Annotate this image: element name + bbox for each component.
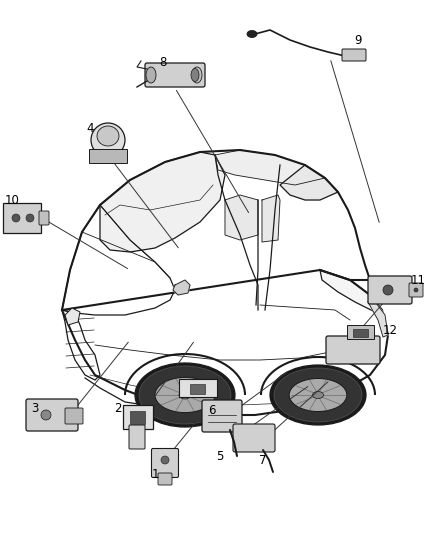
FancyBboxPatch shape [26,399,78,431]
FancyBboxPatch shape [89,149,127,163]
Text: 11: 11 [410,273,425,287]
FancyBboxPatch shape [65,408,83,424]
Polygon shape [173,280,190,295]
Text: 6: 6 [208,403,216,416]
FancyBboxPatch shape [152,448,179,478]
Ellipse shape [161,456,169,464]
FancyBboxPatch shape [368,276,412,304]
Text: 10: 10 [4,193,19,206]
Ellipse shape [135,363,235,427]
Text: 7: 7 [259,454,267,466]
Polygon shape [100,152,225,252]
Ellipse shape [383,285,393,295]
Text: 12: 12 [382,324,398,336]
FancyBboxPatch shape [145,63,205,87]
Text: 8: 8 [159,55,167,69]
Ellipse shape [274,368,362,422]
Ellipse shape [146,67,156,83]
FancyBboxPatch shape [409,283,423,297]
Polygon shape [215,150,325,185]
FancyBboxPatch shape [202,400,242,432]
FancyBboxPatch shape [190,384,205,393]
FancyBboxPatch shape [129,425,145,449]
FancyBboxPatch shape [123,405,153,429]
Text: 3: 3 [31,401,39,415]
Ellipse shape [247,30,257,37]
FancyBboxPatch shape [158,473,172,485]
Polygon shape [65,308,80,325]
Polygon shape [320,270,382,312]
Ellipse shape [91,123,125,157]
FancyBboxPatch shape [342,49,366,61]
Ellipse shape [155,377,215,413]
Ellipse shape [41,410,51,420]
FancyBboxPatch shape [233,424,275,452]
FancyBboxPatch shape [39,211,49,225]
Ellipse shape [270,365,366,425]
FancyBboxPatch shape [353,328,367,336]
Ellipse shape [312,392,324,399]
Text: 2: 2 [114,401,122,415]
Ellipse shape [139,366,231,424]
Ellipse shape [192,67,202,83]
Ellipse shape [289,378,347,411]
Ellipse shape [414,288,418,292]
FancyBboxPatch shape [179,379,217,397]
FancyBboxPatch shape [347,325,374,339]
Ellipse shape [26,214,34,222]
Ellipse shape [191,69,199,82]
Text: 5: 5 [216,449,224,463]
Polygon shape [280,165,338,200]
Polygon shape [62,205,175,315]
FancyBboxPatch shape [326,336,380,364]
Ellipse shape [97,126,119,146]
Polygon shape [62,310,100,380]
FancyBboxPatch shape [3,203,41,233]
Ellipse shape [12,214,20,222]
Text: 9: 9 [354,34,362,46]
Ellipse shape [179,391,191,399]
FancyBboxPatch shape [130,410,145,424]
Polygon shape [368,295,388,337]
Text: 1: 1 [151,469,159,481]
Text: 4: 4 [86,122,94,134]
Polygon shape [262,195,280,242]
Polygon shape [225,195,258,240]
